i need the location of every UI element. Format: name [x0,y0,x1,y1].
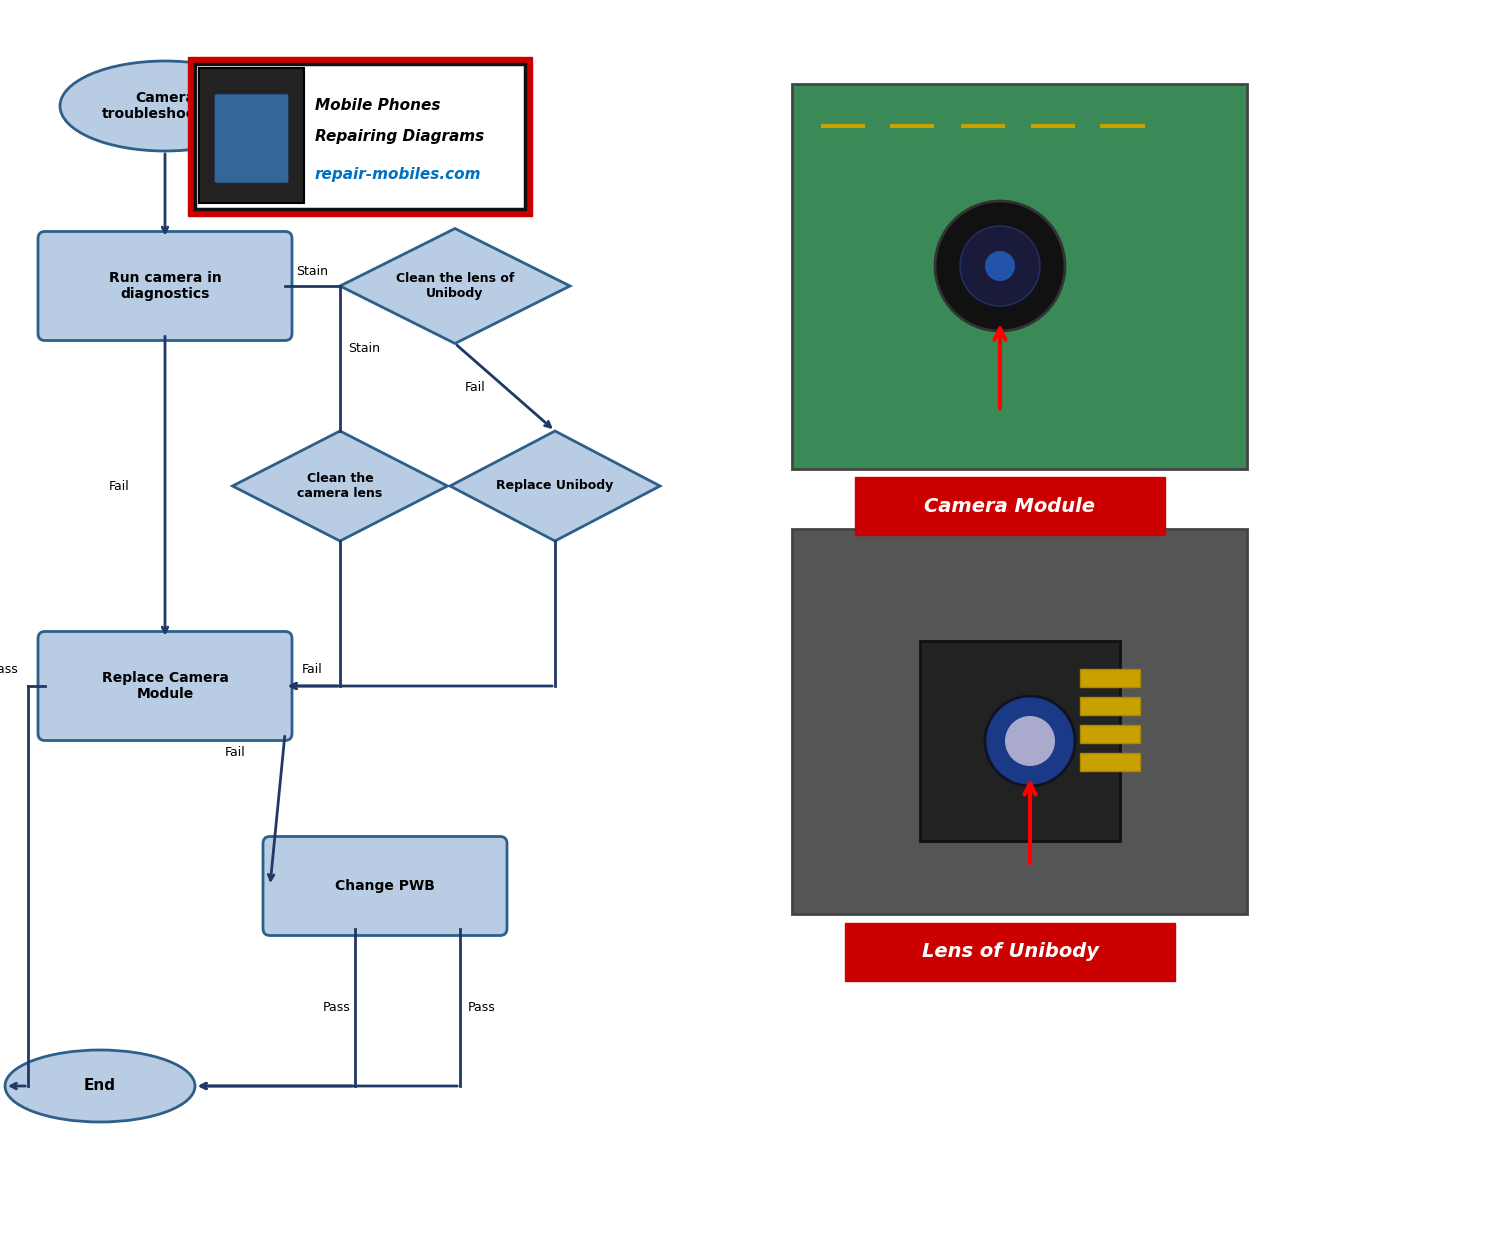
FancyBboxPatch shape [792,83,1247,469]
FancyBboxPatch shape [855,478,1165,536]
FancyBboxPatch shape [1079,669,1141,688]
Polygon shape [233,431,447,541]
Text: Fail: Fail [465,381,486,393]
Text: Mobile Phones: Mobile Phones [315,98,441,113]
Text: Camera
troubleshooting: Camera troubleshooting [102,91,227,122]
FancyBboxPatch shape [845,922,1175,980]
Ellipse shape [985,251,1015,280]
Text: Change PWB: Change PWB [335,879,435,894]
FancyBboxPatch shape [214,94,289,182]
Ellipse shape [60,61,271,151]
FancyBboxPatch shape [37,632,292,741]
Text: Fail: Fail [226,746,245,759]
FancyBboxPatch shape [199,68,303,204]
Polygon shape [450,431,659,541]
Text: Lens of Unibody: Lens of Unibody [921,942,1099,961]
Text: repair-mobiles.com: repair-mobiles.com [315,166,481,181]
Text: Stain: Stain [296,266,329,278]
FancyBboxPatch shape [188,57,532,216]
Text: Repairing Diagrams: Repairing Diagrams [315,129,484,144]
Text: Pass: Pass [468,1000,496,1014]
Text: Fail: Fail [109,479,130,493]
Text: Clean the lens of
Unibody: Clean the lens of Unibody [396,272,514,300]
Text: End: End [84,1078,117,1093]
Ellipse shape [985,696,1075,786]
Text: Stain: Stain [348,343,380,355]
Ellipse shape [1005,716,1055,766]
Text: Replace Camera
Module: Replace Camera Module [102,671,229,701]
FancyBboxPatch shape [919,642,1120,841]
Text: Camera Module: Camera Module [924,496,1096,516]
Polygon shape [339,228,570,344]
FancyBboxPatch shape [1079,725,1141,743]
FancyBboxPatch shape [792,529,1247,913]
Ellipse shape [960,226,1041,307]
Ellipse shape [4,1050,194,1122]
Text: Pass: Pass [323,1000,350,1014]
FancyBboxPatch shape [37,232,292,340]
FancyBboxPatch shape [194,63,525,208]
Text: Pass: Pass [0,663,18,676]
Text: Clean the
camera lens: Clean the camera lens [298,472,383,500]
Text: Run camera in
diagnostics: Run camera in diagnostics [109,271,221,302]
Ellipse shape [934,201,1064,331]
FancyBboxPatch shape [1079,697,1141,715]
Text: Replace Unibody: Replace Unibody [496,479,613,493]
FancyBboxPatch shape [263,836,507,936]
FancyBboxPatch shape [1079,753,1141,771]
Text: Fail: Fail [302,663,323,676]
